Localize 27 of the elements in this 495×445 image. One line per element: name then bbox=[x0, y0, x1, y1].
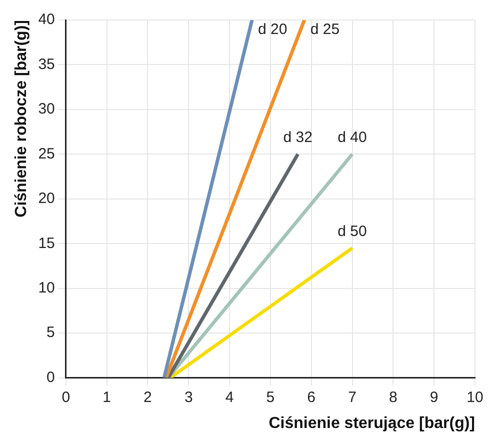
x-tick-label: 2 bbox=[144, 388, 152, 406]
y-tick-label: 5 bbox=[46, 324, 55, 342]
y-tick-label: 0 bbox=[46, 368, 55, 386]
y-tick-label: 20 bbox=[38, 190, 55, 208]
x-tick-label: 10 bbox=[466, 388, 484, 406]
series-label: d 20 bbox=[258, 21, 288, 38]
x-tick-label: 0 bbox=[62, 388, 70, 406]
series-label: d 32 bbox=[283, 129, 312, 146]
y-tick-label: 25 bbox=[38, 145, 55, 162]
y-tick-label: 10 bbox=[38, 279, 55, 296]
y-tick-label: 35 bbox=[38, 56, 55, 73]
series-label: d 50 bbox=[338, 223, 367, 240]
series-label: d 25 bbox=[310, 21, 340, 38]
x-tick-label: 7 bbox=[348, 388, 356, 406]
x-axis-title: Ciśnienie sterujące [bar(g)] bbox=[268, 414, 475, 432]
y-axis-title: Ciśnienie robocze [bar(g)] bbox=[13, 20, 30, 218]
x-tick-label: 8 bbox=[389, 388, 398, 406]
x-tick-label: 3 bbox=[184, 388, 193, 406]
x-tick-label: 4 bbox=[225, 388, 234, 406]
y-tick-label: 15 bbox=[38, 234, 55, 252]
x-tick-label: 6 bbox=[307, 388, 316, 406]
y-tick-label: 30 bbox=[38, 100, 55, 118]
y-tick-label: 40 bbox=[38, 11, 55, 28]
x-tick-label: 1 bbox=[102, 388, 111, 406]
x-tick-label: 9 bbox=[430, 388, 438, 406]
series-label: d 40 bbox=[338, 129, 367, 146]
x-tick-label: 5 bbox=[266, 388, 275, 406]
